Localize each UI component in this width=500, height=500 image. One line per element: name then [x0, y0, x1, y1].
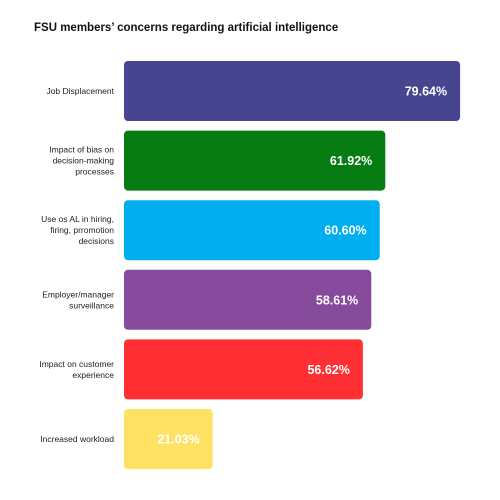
value-label-0: 79.64% — [405, 85, 447, 99]
category-label-3: Employer/manager surveillance — [42, 289, 114, 310]
bar-5 — [124, 409, 213, 469]
category-label-5: Increased workload — [40, 434, 114, 444]
bar-4 — [124, 339, 363, 400]
category-label-2: Use os AL in hiring, firing, prromotion de… — [41, 214, 114, 246]
value-label-2: 60.60% — [324, 224, 366, 238]
bar-1 — [124, 130, 386, 191]
bar-3 — [124, 269, 372, 330]
value-label-1: 61.92% — [330, 154, 372, 168]
chart-title: FSU members’ concerns regarding artifici… — [34, 22, 339, 34]
category-label-4: Impact on customer experience — [39, 359, 114, 380]
category-label-0: Job Displacement — [46, 86, 114, 96]
bar-2 — [124, 200, 380, 261]
value-label-3: 58.61% — [316, 293, 358, 307]
value-label-4: 56.62% — [307, 363, 349, 377]
value-label-5: 21.03% — [157, 433, 199, 447]
category-label-1: Impact of bias on decision-making processe… — [49, 145, 114, 177]
bar-0 — [124, 61, 461, 121]
